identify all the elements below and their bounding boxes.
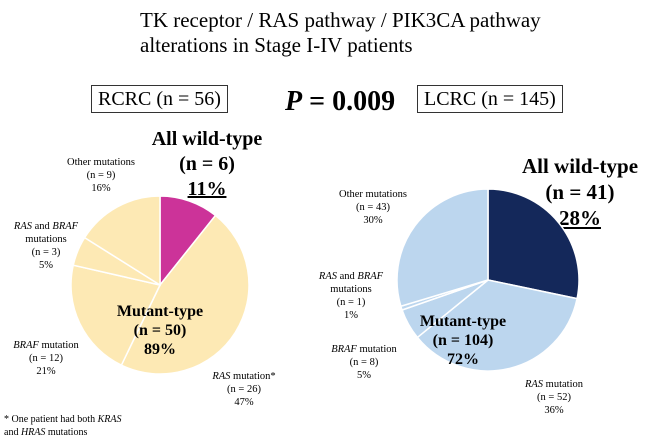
lcrc-mutant-title: Mutant-type — [419, 313, 507, 330]
rcrc-label-ras-count: (n = 26) — [227, 384, 261, 395]
rcrc-label-other-count: (n = 9) — [86, 170, 116, 181]
rcrc-wildtype-percent: 11% — [187, 178, 227, 200]
footnote: * One patient had both KRAS and HRAS mut… — [4, 413, 121, 439]
lcrc-label-rasbraf: RAS and BRAF mutations (n = 1) 1% — [306, 270, 396, 322]
lcrc-label-braf-percent: 5% — [357, 370, 371, 381]
lcrc-slice-wild — [487, 188, 580, 300]
footnote-line1: * One patient had both KRAS — [4, 413, 121, 426]
rcrc-wildtype-title: All wild-type — [151, 128, 263, 150]
rcrc-label-ras-percent: 47% — [234, 397, 254, 408]
rcrc-label-braf-name: BRAF mutation — [6, 339, 86, 352]
lcrc-label-rasbraf-line2: mutations — [330, 284, 372, 295]
lcrc-mutant-count: (n = 104) — [432, 332, 494, 349]
chart-title-line2: alterations in Stage I-IV patients — [140, 33, 413, 57]
lcrc-label-rasbraf-count: (n = 1) — [336, 297, 366, 308]
lcrc-label-ras-em: RAS — [524, 379, 544, 390]
lcrc-label-other: Other mutations (n = 43) 30% — [318, 188, 428, 227]
rcrc-label-rasbraf-and: and — [32, 221, 53, 232]
rcrc-mutant-percent: 89% — [144, 341, 176, 358]
rcrc-group-label: RCRC (n = 56) — [91, 85, 228, 113]
lcrc-pie-chart — [396, 188, 580, 372]
footnote-kras: KRAS — [97, 414, 122, 425]
lcrc-mutant-label: Mutant-type (n = 104) 72% — [413, 312, 513, 369]
rcrc-mutant-count: (n = 50) — [133, 322, 187, 339]
p-value: P = 0.009 — [285, 86, 395, 118]
rcrc-mutant-label: Mutant-type (n = 50) 89% — [110, 302, 210, 359]
rcrc-label-other-percent: 16% — [91, 183, 111, 194]
lcrc-mutant-percent: 72% — [447, 351, 479, 368]
p-value-symbol: P — [285, 86, 303, 117]
rcrc-label-other-name: Other mutations — [67, 157, 135, 168]
footnote-line2-post: mutations — [45, 427, 88, 438]
rcrc-label-ras: RAS mutation* (n = 26) 47% — [198, 370, 290, 409]
footnote-line2: and HRAS mutations — [4, 426, 121, 439]
rcrc-wildtype-count: (n = 6) — [179, 153, 235, 175]
lcrc-wildtype-count: (n = 41) — [545, 180, 615, 204]
rcrc-label-braf-rest: mutation — [38, 340, 79, 351]
lcrc-label-other-percent: 30% — [363, 215, 383, 226]
rcrc-label-rasbraf-braf: BRAF — [52, 221, 79, 232]
p-value-text: = 0.009 — [302, 86, 396, 117]
lcrc-label-rasbraf-and: and — [337, 271, 358, 282]
lcrc-label-rasbraf-braf: BRAF — [357, 271, 384, 282]
lcrc-wildtype-heading: All wild-type (n = 41) 28% — [510, 153, 650, 231]
rcrc-label-other: Other mutations (n = 9) 16% — [56, 156, 146, 195]
rcrc-label-ras-em: RAS — [212, 371, 231, 382]
lcrc-label-rasbraf-ras: RAS — [318, 271, 337, 282]
rcrc-label-rasbraf-line2: mutations — [25, 234, 67, 245]
lcrc-slice-ras — [416, 279, 578, 372]
lcrc-label-other-count: (n = 43) — [356, 202, 390, 213]
lcrc-label-braf-em: BRAF — [331, 344, 357, 355]
rcrc-label-rasbraf: RAS and BRAF mutations (n = 3) 5% — [6, 220, 86, 272]
rcrc-wildtype-heading: All wild-type (n = 6) 11% — [132, 127, 282, 202]
lcrc-label-ras-count: (n = 52) — [537, 392, 571, 403]
rcrc-label-braf-count: (n = 12) — [29, 353, 63, 364]
footnote-line2-pre: and — [4, 427, 21, 438]
footnote-line1-pre: * One patient had both — [4, 414, 98, 425]
rcrc-label-braf: BRAF mutation (n = 12) 21% — [6, 339, 86, 378]
rcrc-pie-chart — [70, 195, 250, 375]
rcrc-slice-braf — [70, 264, 162, 367]
footnote-hras: HRAS — [20, 427, 46, 438]
lcrc-label-ras-rest: mutation — [543, 379, 584, 390]
rcrc-label-rasbraf-name: RAS and BRAF — [6, 220, 86, 233]
lcrc-label-braf-count: (n = 8) — [349, 357, 379, 368]
rcrc-label-braf-percent: 21% — [36, 366, 56, 377]
lcrc-label-braf: BRAF mutation (n = 8) 5% — [320, 343, 408, 382]
rcrc-label-rasbraf-count: (n = 3) — [31, 247, 61, 258]
rcrc-label-ras-rest: mutation* — [230, 371, 276, 382]
rcrc-label-rasbraf-percent: 5% — [39, 260, 53, 271]
lcrc-wildtype-percent: 28% — [559, 206, 601, 230]
rcrc-mutant-title: Mutant-type — [116, 303, 204, 320]
lcrc-label-ras: RAS mutation (n = 52) 36% — [508, 378, 600, 417]
rcrc-label-rasbraf-ras: RAS — [13, 221, 32, 232]
lcrc-slice-other — [396, 188, 489, 308]
rcrc-slice-ras — [120, 214, 250, 375]
rcrc-slice-other — [83, 195, 161, 287]
rcrc-label-braf-em: BRAF — [13, 340, 39, 351]
lcrc-label-rasbraf-name: RAS and BRAF — [306, 270, 396, 283]
rcrc-label-ras-name: RAS mutation* — [198, 370, 290, 383]
lcrc-label-ras-percent: 36% — [544, 405, 564, 416]
lcrc-label-ras-name: RAS mutation — [508, 378, 600, 391]
lcrc-wildtype-title: All wild-type — [521, 154, 639, 178]
lcrc-label-rasbraf-percent: 1% — [344, 310, 358, 321]
lcrc-label-braf-name: BRAF mutation — [320, 343, 408, 356]
lcrc-label-other-name: Other mutations — [339, 189, 407, 200]
chart-title-line1: TK receptor / RAS pathway / PIK3CA pathw… — [140, 8, 541, 32]
lcrc-group-label: LCRC (n = 145) — [417, 85, 563, 113]
lcrc-label-braf-rest: mutation — [356, 344, 397, 355]
